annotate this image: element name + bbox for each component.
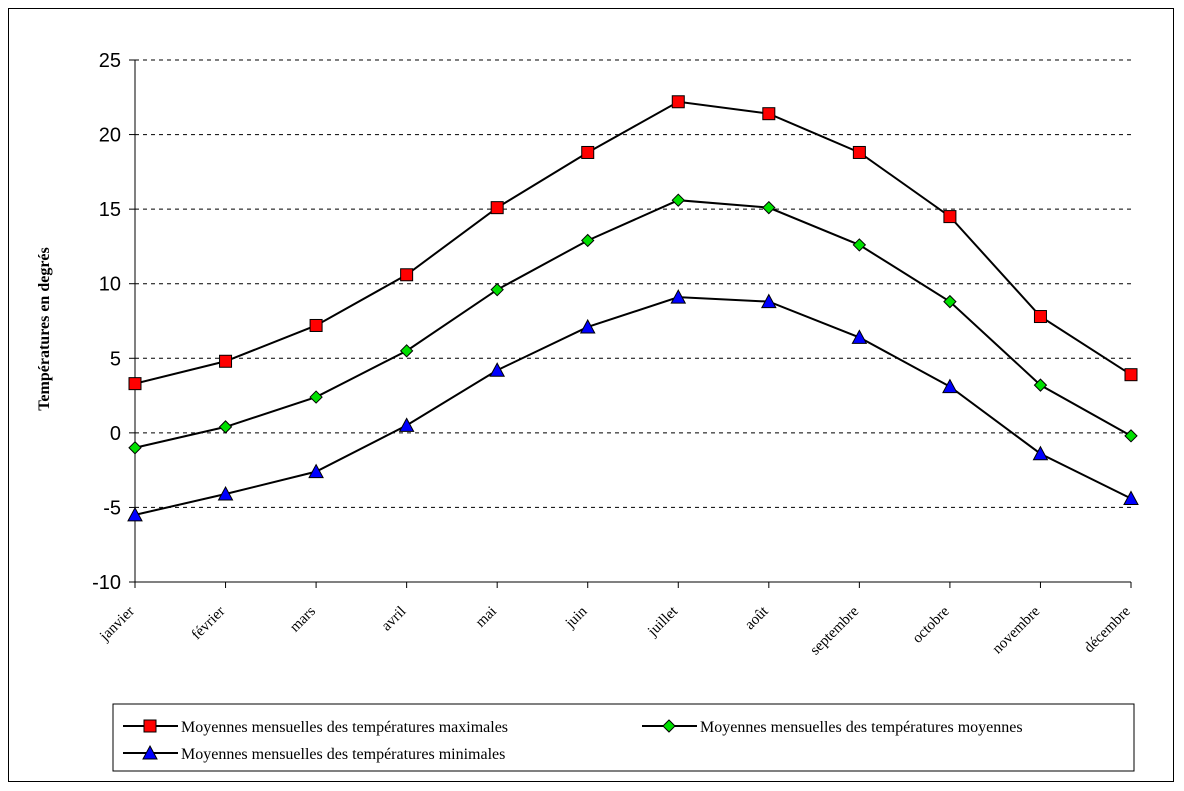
series-square: [128, 95, 1138, 391]
x-tick-label: octobre: [910, 603, 953, 646]
chart-frame: -10 -5 0 5 10 15 20 25 janvier février mars avril ma…: [8, 8, 1174, 782]
data-point-triangle: [670, 289, 687, 304]
line-chart: -10 -5 0 5 10 15 20 25 janvier février mars avril ma…: [36, 50, 1139, 772]
data-point-square: [1033, 310, 1047, 324]
x-tick-label: mai: [473, 604, 500, 631]
x-tick-label: janvier: [96, 604, 137, 645]
x-tick-label: juin: [562, 603, 591, 632]
legend-label: Moyennes mensuelles des températures moy…: [700, 719, 1023, 736]
y-axis-label: Températures en degrés: [36, 247, 53, 411]
x-tick-label: décembre: [1081, 603, 1134, 656]
data-point-triangle: [127, 506, 143, 522]
axes: -10 -5 0 5 10 15 20 25 janvier février mars avril ma…: [92, 50, 1134, 658]
x-tick-label: février: [189, 604, 229, 644]
data-point-diamond: [662, 719, 676, 733]
legend-item: Moyennes mensuelles des températures moy…: [642, 719, 1023, 736]
data-point-square: [852, 145, 866, 159]
data-point-triangle: [1123, 490, 1139, 505]
series-group: [127, 95, 1139, 522]
data-point-triangle: [1032, 445, 1049, 461]
data-point-square: [762, 107, 776, 121]
y-tick-label: 0: [110, 423, 121, 445]
data-point-diamond: [581, 233, 595, 248]
data-point-diamond: [671, 193, 685, 207]
x-tick-label: septembre: [807, 603, 862, 658]
x-tick-label: avril: [379, 604, 410, 635]
data-point-diamond: [852, 238, 867, 252]
x-tick-label: novembre: [990, 603, 1044, 657]
data-point-triangle: [760, 293, 777, 309]
data-point-square: [671, 95, 685, 109]
x-tick-label: août: [742, 603, 772, 633]
data-point-triangle: [142, 744, 158, 760]
data-point-triangle: [942, 378, 958, 394]
data-point-square: [581, 145, 595, 159]
x-tick-label: juillet: [644, 603, 681, 640]
legend-label: Moyennes mensuelles des températures max…: [181, 719, 508, 736]
y-tick-label: 20: [99, 125, 121, 147]
data-point-diamond: [762, 200, 776, 215]
series-line: [134, 199, 1132, 449]
legend-box: [112, 703, 1135, 772]
legend-item: Moyennes mensuelles des températures min…: [123, 744, 505, 763]
data-point-triangle: [308, 463, 324, 479]
series-diamond: [128, 193, 1138, 455]
y-tick-label: 25: [99, 50, 121, 72]
data-point-square: [490, 201, 504, 215]
data-point-square: [143, 719, 157, 733]
data-point-diamond: [490, 282, 504, 297]
data-point-square: [309, 318, 323, 332]
data-point-square: [1124, 368, 1138, 382]
data-point-triangle: [217, 485, 234, 501]
series-line: [134, 296, 1132, 516]
data-point-diamond: [128, 441, 142, 455]
data-point-square: [943, 210, 957, 224]
legend: Moyennes mensuelles des températures max…: [112, 703, 1135, 772]
data-point-triangle: [579, 318, 596, 334]
legend-item: Moyennes mensuelles des températures max…: [123, 719, 508, 736]
gridlines: [135, 59, 1131, 508]
data-point-square: [219, 354, 233, 368]
y-tick-label: 15: [99, 199, 121, 221]
y-tick-label: 10: [99, 274, 121, 296]
data-point-diamond: [1033, 378, 1048, 392]
data-point-triangle: [489, 362, 506, 377]
y-tick-label: -10: [92, 572, 121, 594]
x-tick-label: mars: [287, 603, 319, 635]
data-point-diamond: [399, 344, 414, 358]
legend-label: Moyennes mensuelles des températures min…: [181, 746, 505, 763]
data-point-triangle: [398, 417, 415, 432]
data-point-diamond: [943, 294, 957, 309]
data-point-square: [128, 377, 142, 391]
data-point-square: [400, 268, 414, 282]
data-point-diamond: [218, 420, 233, 434]
data-point-diamond: [1124, 429, 1138, 443]
series-triangle: [127, 289, 1139, 522]
y-tick-label: -5: [103, 497, 121, 519]
data-point-diamond: [309, 390, 323, 404]
series-line: [134, 100, 1132, 385]
data-point-triangle: [851, 329, 868, 344]
y-tick-label: 5: [110, 348, 121, 370]
